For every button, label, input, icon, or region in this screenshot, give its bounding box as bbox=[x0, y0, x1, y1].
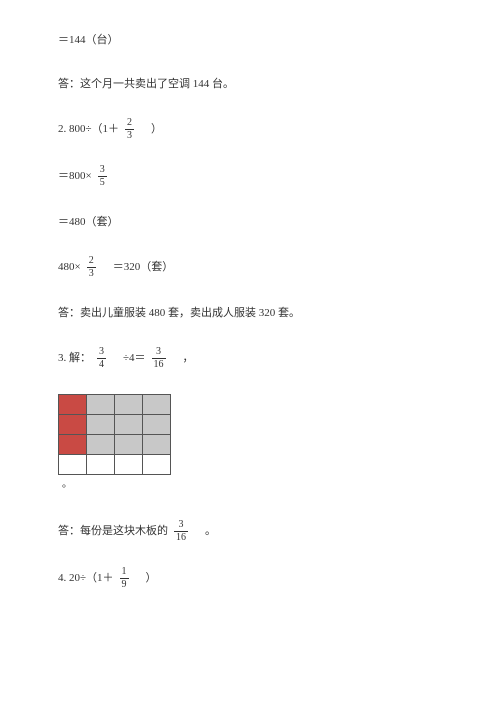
pre: 2. 800÷（1＋ bbox=[58, 121, 119, 138]
mid: ÷4＝ bbox=[112, 350, 146, 367]
pre: 答：每份是这块木板的 bbox=[58, 523, 168, 540]
problem-2-mul: 480× 2 3 ＝320（套） bbox=[58, 256, 442, 279]
fraction: 1 9 bbox=[120, 567, 129, 590]
numerator: 3 bbox=[177, 520, 186, 531]
grid-table bbox=[58, 394, 171, 475]
fraction-2: 3 16 bbox=[152, 347, 166, 370]
result-144: ＝144（台） bbox=[58, 30, 442, 50]
post: ） bbox=[135, 570, 157, 587]
answer-1: 答：这个月一共卖出了空调 144 台。 bbox=[58, 74, 442, 94]
numerator: 3 bbox=[97, 347, 106, 358]
text: ＝144（台） bbox=[58, 32, 119, 49]
numerator: 2 bbox=[87, 256, 96, 267]
problem-3-expr: 3. 解： 3 4 ÷4＝ 3 16 ， bbox=[58, 347, 442, 370]
denominator: 5 bbox=[98, 176, 107, 188]
numerator: 3 bbox=[98, 165, 107, 176]
numerator: 1 bbox=[120, 567, 129, 578]
problem-2-step: ＝800× 3 5 bbox=[58, 165, 442, 188]
numerator: 3 bbox=[154, 347, 163, 358]
denominator: 3 bbox=[125, 129, 134, 141]
answer-3: 答：每份是这块木板的 3 16 。 bbox=[58, 520, 442, 543]
fraction-1: 3 4 bbox=[97, 347, 106, 370]
text: 答：卖出儿童服装 480 套，卖出成人服装 320 套。 bbox=[58, 305, 300, 322]
post: ） bbox=[140, 121, 162, 138]
denominator: 16 bbox=[174, 531, 188, 543]
grid-trail: 。 bbox=[62, 477, 72, 492]
fraction: 3 5 bbox=[98, 165, 107, 188]
post: 。 bbox=[194, 523, 216, 540]
denominator: 16 bbox=[152, 358, 166, 370]
pre: ＝800× bbox=[58, 168, 92, 185]
text: 答：这个月一共卖出了空调 144 台。 bbox=[58, 76, 234, 93]
problem-2-result: ＝480（套） bbox=[58, 212, 442, 232]
pre: 3. 解： bbox=[58, 350, 91, 367]
fraction: 2 3 bbox=[87, 256, 96, 279]
fraction: 2 3 bbox=[125, 118, 134, 141]
pre: 4. 20÷（1＋ bbox=[58, 570, 114, 587]
end: ， bbox=[172, 350, 194, 367]
problem-4-expr: 4. 20÷（1＋ 1 9 ） bbox=[58, 567, 442, 590]
fraction: 3 16 bbox=[174, 520, 188, 543]
denominator: 3 bbox=[87, 267, 96, 279]
denominator: 9 bbox=[120, 578, 129, 590]
text: ＝480（套） bbox=[58, 214, 119, 231]
pre: 480× bbox=[58, 259, 81, 276]
fraction-grid: 。 bbox=[58, 394, 442, 492]
numerator: 2 bbox=[125, 118, 134, 129]
post: ＝320（套） bbox=[102, 259, 174, 276]
denominator: 4 bbox=[97, 358, 106, 370]
problem-2-expr: 2. 800÷（1＋ 2 3 ） bbox=[58, 118, 442, 141]
answer-2: 答：卖出儿童服装 480 套，卖出成人服装 320 套。 bbox=[58, 303, 442, 323]
